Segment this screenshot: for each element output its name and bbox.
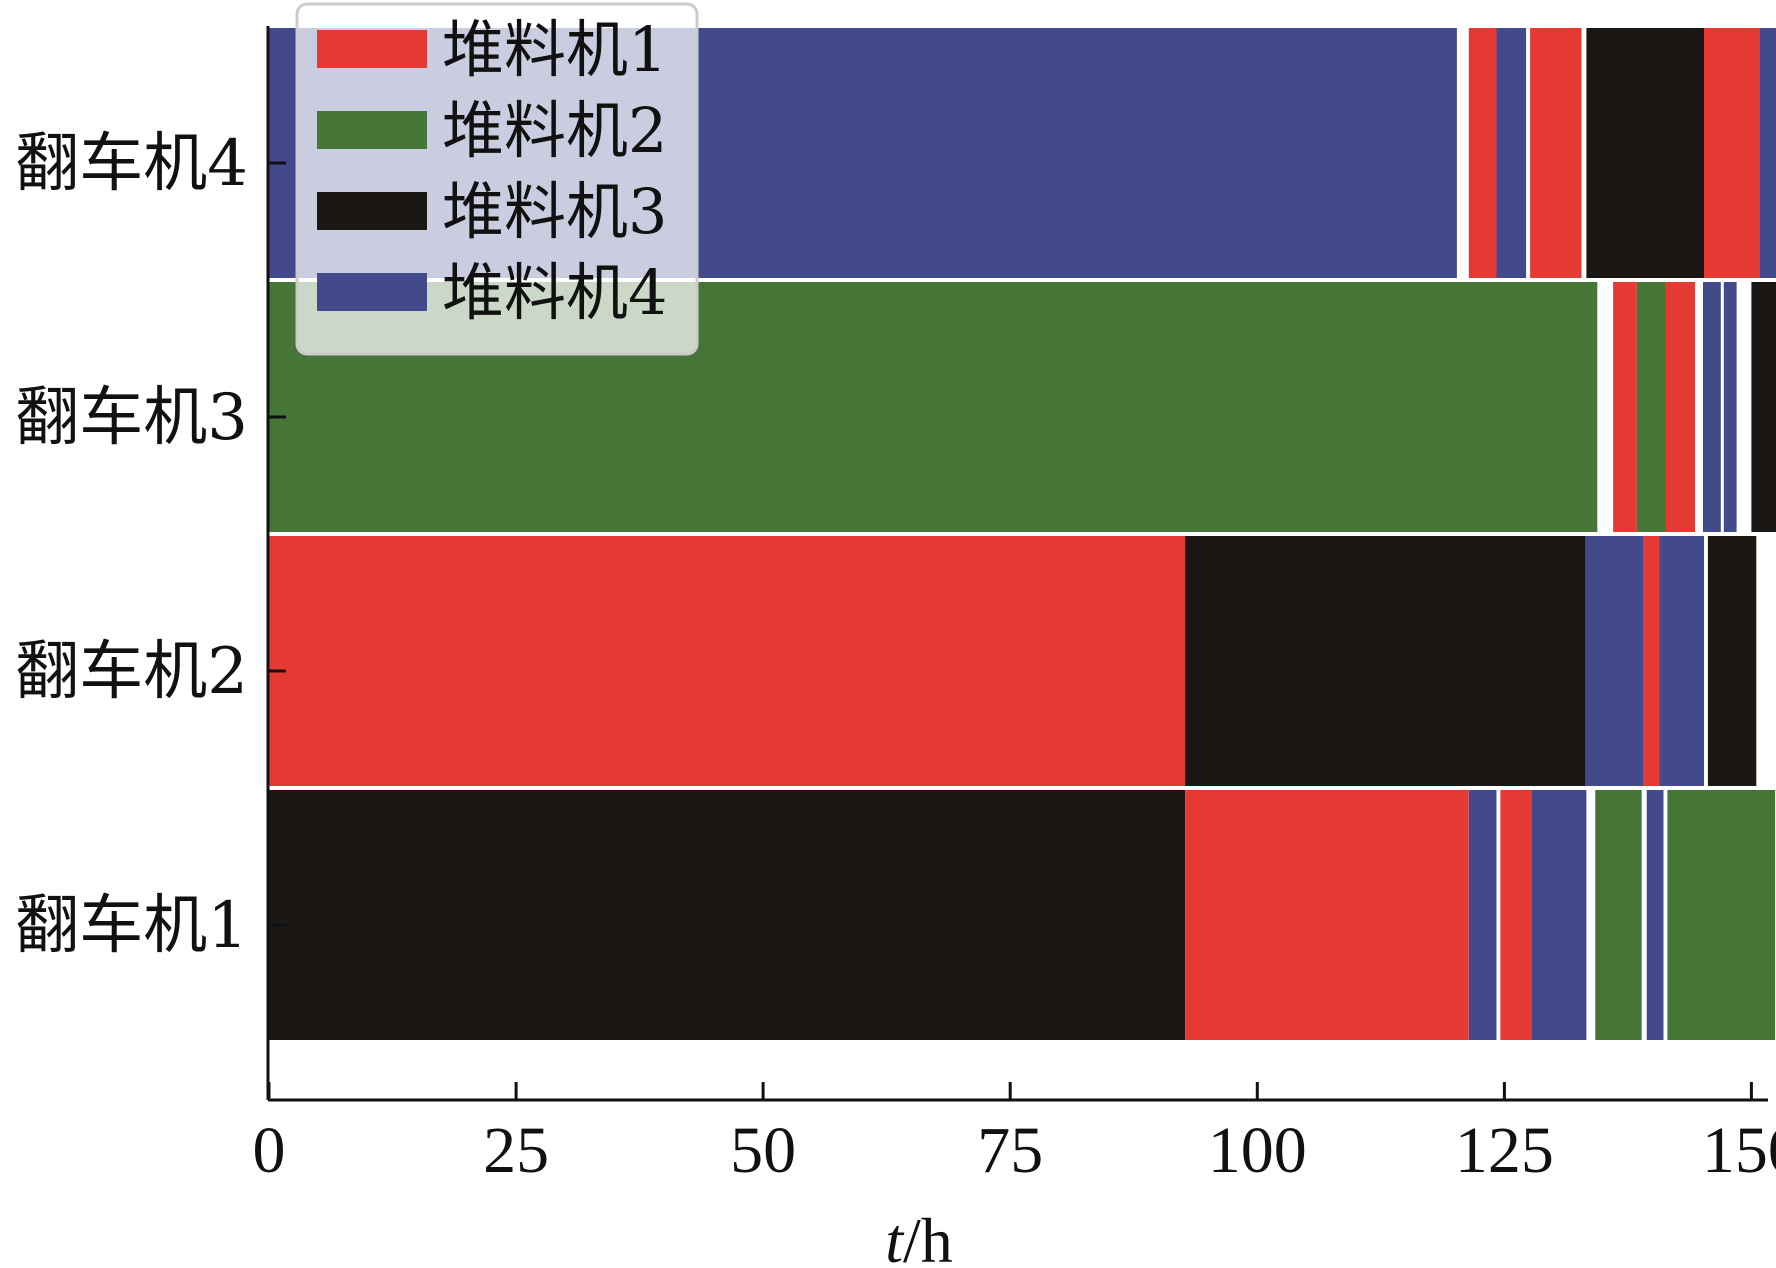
bar-segment-row2-6 [1707,536,1757,786]
x-axis-title: t/h [885,1205,953,1268]
bar-segment-row3-6 [1723,282,1737,532]
x-axis-title-italic: t [885,1205,905,1268]
bar-segment-row2-2 [1185,536,1586,786]
legend-swatch [317,30,427,68]
bar-segment-row4-2 [1468,28,1497,278]
legend-label: 堆料机3 [442,175,667,248]
bar-segment-row1-1 [269,790,1186,1040]
legend-swatch [317,273,427,311]
legend-label: 堆料机1 [442,13,667,86]
bar-segment-row3-2 [1613,282,1637,532]
x-axis-title-unit: /h [903,1205,953,1268]
bar-segment-row2-4 [1643,536,1660,786]
x-axis-ticks: 0255075100125150175 [253,1082,1776,1187]
bar-segment-row1-8 [1667,790,1776,1040]
bar-segment-row2-3 [1585,536,1644,786]
bar-segment-row3-7 [1751,282,1776,532]
bar-segment-row4-3 [1496,28,1527,278]
legend: 堆料机1 堆料机2 堆料机3 堆料机4 [295,2,699,356]
legend-label: 堆料机4 [442,256,667,329]
legend-swatch [317,192,427,230]
y-tick-label: 翻车机3 [15,381,248,455]
bar-segment-row3-5 [1703,282,1721,532]
legend-box [295,2,699,356]
bar-segment-row4-6 [1704,28,1760,278]
y-tick-label: 翻车机2 [15,635,248,709]
bar-segment-row1-4 [1500,790,1532,1040]
y-axis-ticks: 翻车机1 翻车机2 翻车机3 翻车机4 [15,127,286,963]
x-tick-label: 0 [253,1114,286,1187]
bar-segment-row3-4 [1665,282,1695,532]
legend-swatch [317,111,427,149]
x-tick-label: 150 [1702,1114,1776,1187]
bar-segment-row3-3 [1636,282,1666,532]
y-tick-label: 翻车机1 [15,889,248,963]
x-tick-label: 75 [977,1114,1043,1187]
x-tick-label: 25 [483,1114,549,1187]
x-tick-label: 50 [730,1114,796,1187]
y-tick-label: 翻车机4 [15,127,248,201]
bar-segment-row1-5 [1532,790,1587,1040]
bar-segment-row1-3 [1468,790,1497,1040]
bar-segment-row1-2 [1185,790,1469,1040]
bar-segment-row2-5 [1659,536,1704,786]
chart-axes [266,26,1768,1102]
bar-segment-row4-7 [1759,28,1776,278]
gantt-bars [269,28,1776,1040]
x-tick-label: 125 [1455,1114,1554,1187]
bar-segment-row4-4 [1530,28,1582,278]
x-tick-label: 100 [1208,1114,1307,1187]
legend-label: 堆料机2 [442,94,667,167]
bar-segment-row1-7 [1646,790,1664,1040]
bar-segment-row1-6 [1595,790,1642,1040]
bar-segment-row4-5 [1586,28,1704,278]
bar-segment-row2-1 [269,536,1186,786]
